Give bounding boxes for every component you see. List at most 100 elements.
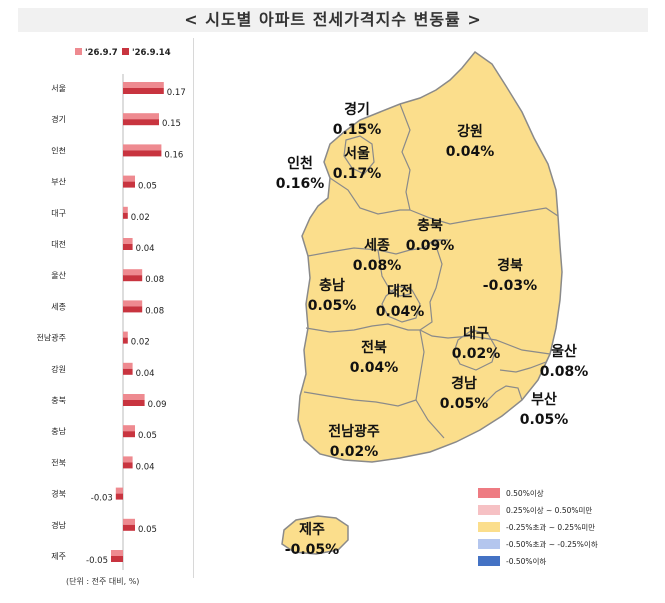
region-value-label: 0.15% [333,122,382,138]
region-name-label: 인천 [287,155,313,172]
region-value-label: 0.09% [406,238,455,254]
bar-curr-10 [123,400,145,406]
data-label: 0.04 [136,244,155,254]
chart-title: < 시도별 아파트 전세가격지수 변동률 > [184,10,482,29]
bar-curr-5 [123,244,133,250]
korea-map: 경기 0.15% 서울 0.17% 인천 0.16% 강원 0.04% 충북 0.09% 세종 0.0… [276,50,588,558]
category-label: 경기 [51,114,66,124]
bar-prev-12 [123,456,133,463]
region-value-label: 0.04% [446,144,495,160]
region-value-label: 0.17% [333,166,382,182]
region-name-label: 경북 [497,257,523,274]
category-label: 전남광주 [37,333,66,343]
bar-curr-9 [123,368,133,375]
bar-curr-8 [123,337,128,344]
bar-curr-1 [123,119,159,126]
region-name-label: 전북 [361,339,387,356]
panel-divider [193,38,194,578]
region-name-label: 서울 [344,145,370,162]
data-label: 0.05 [138,431,157,441]
data-label: 0.08 [145,306,164,316]
data-label: 0.02 [131,338,150,348]
region-value-label: 0.05% [440,396,489,412]
region-value-label: 0.16% [276,176,325,192]
bar-prev-11 [123,425,135,432]
region-value-label: 0.04% [350,360,399,376]
bar-curr-11 [123,431,135,438]
region-value-label: 0.05% [520,412,569,428]
category-label: 제주 [51,552,66,561]
title-bar: < 시도별 아파트 전세가격지수 변동률 > [18,8,648,32]
bar-prev-1 [123,113,159,120]
bar-prev-14 [123,518,135,525]
legend-swatch-0 [75,48,82,55]
bar-curr-12 [123,462,133,469]
bar-curr-0 [123,88,164,94]
region-name-label: 강원 [457,123,483,140]
legend-range-label: -0.50%초과 ~ -0.25%이하 [506,539,598,549]
bar-curr-2 [123,150,162,157]
legend-color-swatch [478,556,500,566]
region-value-label: -0.03% [483,278,537,294]
map-mainland [297,50,563,463]
bar-curr-13 [115,493,123,500]
category-label: 서울 [51,84,66,93]
legend-swatch-1 [122,48,129,55]
bar-prev-6 [123,269,143,276]
data-label: 0.04 [136,462,155,472]
bar-prev-2 [123,144,162,151]
category-label: 전북 [51,457,66,467]
data-label: 0.17 [167,88,186,98]
category-label: 경북 [51,489,66,499]
legend-color-swatch [478,505,500,515]
bar-curr-4 [123,212,128,219]
bar-curr-6 [123,275,143,282]
legend-color-swatch [478,488,500,498]
legend-label-0: '26.9.7 [85,48,118,58]
map-shapes [281,50,563,555]
category-label: 충북 [51,396,66,405]
region-value-label: 0.02% [452,346,501,362]
category-label: 대전 [51,239,66,249]
data-label: -0.03 [91,494,113,504]
bar-prev-15 [111,550,123,556]
region-name-label: 부산 [531,391,557,408]
legend-row: 0.50%이상 [478,486,544,500]
legend-row: -0.50%초과 ~ -0.25%이하 [478,537,598,551]
region-value-label: 0.04% [376,304,425,320]
region-value-label: 0.08% [353,258,402,274]
legend-row: 0.25%이상 ~ 0.50%미만 [478,503,592,517]
region-name-label: 세종 [364,238,390,254]
unit-note: (단위 : 전주 대비, %) [66,577,140,586]
data-label: 0.15 [162,119,181,129]
bar-prev-5 [123,238,133,244]
category-label: 부산 [51,177,66,187]
region-value-label: 0.02% [330,444,379,460]
bar-curr-3 [123,181,135,188]
legend-label-1: '26.9.14 [132,48,171,58]
region-name-label: 충북 [417,218,443,234]
category-label: 대구 [51,209,66,218]
category-label: 경남 [51,520,66,530]
data-label: 0.02 [131,213,150,223]
region-name-label: 전남광주 [328,423,380,440]
region-name-label: 대전 [387,283,413,300]
region-value-label: 0.05% [308,298,357,314]
bar-prev-8 [123,331,128,338]
bar-prev-3 [123,175,135,182]
data-label: 0.05 [138,525,157,535]
data-label: 0.04 [136,369,155,379]
legend-color-swatch [478,539,500,549]
legend-color-swatch [478,522,500,532]
data-label: 0.05 [138,182,157,192]
data-label: -0.05 [86,556,108,566]
region-name-label: 충남 [319,277,345,294]
legend-range-label: 0.25%이상 ~ 0.50%미만 [506,505,593,515]
data-label: 0.16 [164,150,183,160]
legend-range-label: -0.25%초과 ~ 0.25%미만 [506,522,596,532]
bar-curr-15 [111,556,123,562]
bar-prev-7 [123,300,143,307]
bar-curr-14 [123,524,135,531]
data-label: 0.09 [148,400,167,410]
bar-prev-10 [123,394,145,400]
